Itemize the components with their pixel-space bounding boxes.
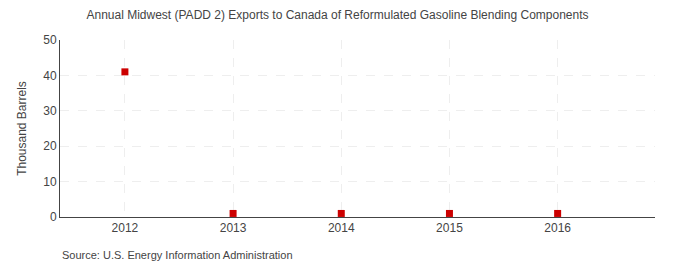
svg-text:Source: U.S. Energy Informatio: Source: U.S. Energy Information Administ…	[62, 249, 293, 261]
svg-text:2013: 2013	[220, 221, 247, 235]
svg-text:Thousand Barrels: Thousand Barrels	[15, 81, 29, 176]
svg-text:40: 40	[43, 69, 57, 83]
svg-text:20: 20	[43, 139, 57, 153]
svg-text:10: 10	[43, 175, 57, 189]
svg-text:2015: 2015	[436, 221, 463, 235]
svg-text:0: 0	[50, 210, 57, 224]
svg-text:50: 50	[43, 33, 57, 47]
svg-text:2016: 2016	[544, 221, 571, 235]
svg-text:2012: 2012	[112, 221, 139, 235]
svg-text:30: 30	[43, 104, 57, 118]
svg-text:Annual Midwest (PADD 2) Export: Annual Midwest (PADD 2) Exports to Canad…	[86, 8, 588, 22]
svg-text:2014: 2014	[328, 221, 355, 235]
